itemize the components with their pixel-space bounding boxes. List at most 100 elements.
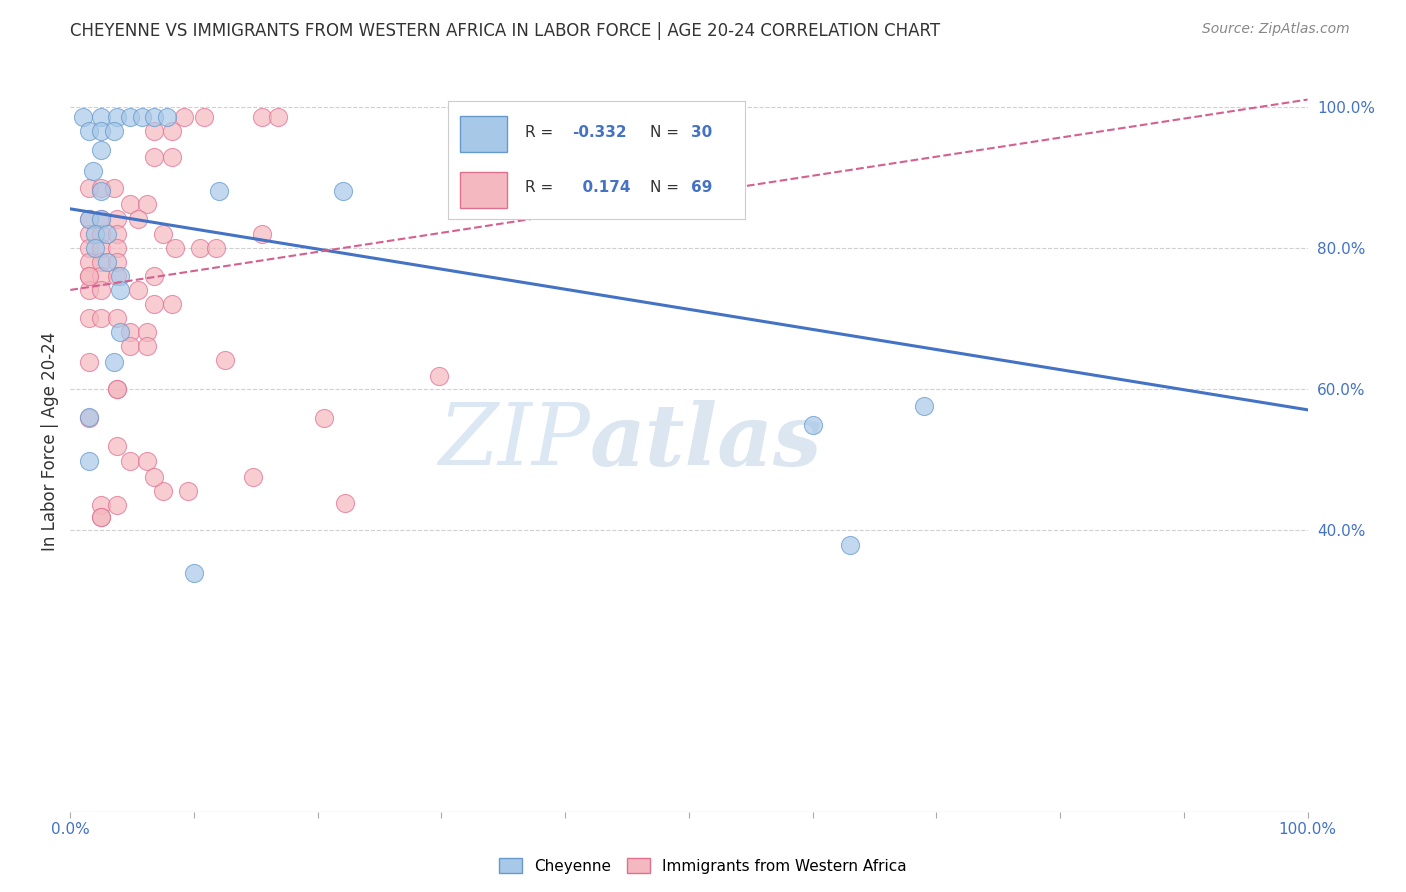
Point — [312, 411, 335, 425]
Point — [90, 311, 112, 326]
Point — [77, 409, 100, 424]
Point — [156, 110, 179, 124]
Point — [103, 355, 125, 369]
Point — [118, 110, 141, 124]
Point — [136, 197, 159, 211]
Point — [105, 311, 128, 326]
Point — [77, 268, 100, 283]
Point — [90, 510, 112, 524]
Point — [118, 197, 141, 211]
Point — [77, 180, 100, 194]
Point — [267, 110, 290, 124]
Point — [127, 212, 149, 227]
Point — [105, 440, 128, 454]
Point — [77, 241, 100, 255]
Point — [208, 184, 231, 198]
Point — [242, 470, 264, 484]
Point — [152, 227, 174, 241]
Point — [77, 283, 100, 297]
Point — [160, 297, 183, 311]
Text: ZIP: ZIP — [439, 401, 591, 483]
Point — [127, 283, 149, 297]
Point — [801, 418, 824, 433]
Point — [105, 382, 128, 396]
Point — [250, 227, 273, 241]
Point — [118, 339, 141, 353]
Point — [90, 144, 112, 158]
Point — [143, 268, 166, 283]
Point — [108, 325, 131, 339]
Point — [105, 254, 128, 268]
Point — [165, 241, 187, 255]
Point — [427, 368, 450, 383]
Point — [136, 325, 159, 339]
Point — [77, 311, 100, 326]
Point — [160, 124, 183, 138]
Point — [193, 110, 215, 124]
Y-axis label: In Labor Force | Age 20-24: In Labor Force | Age 20-24 — [41, 332, 59, 551]
Point — [90, 254, 112, 268]
Text: CHEYENNE VS IMMIGRANTS FROM WESTERN AFRICA IN LABOR FORCE | AGE 20-24 CORRELATIO: CHEYENNE VS IMMIGRANTS FROM WESTERN AFRI… — [70, 22, 941, 40]
Point — [90, 180, 112, 194]
Point — [90, 268, 112, 283]
Point — [105, 241, 128, 255]
Point — [250, 110, 273, 124]
Point — [143, 297, 166, 311]
Point — [90, 184, 112, 198]
Point — [118, 325, 141, 339]
Point — [188, 241, 211, 255]
Point — [90, 498, 112, 512]
Point — [160, 150, 183, 164]
Point — [77, 268, 100, 283]
Point — [118, 453, 141, 467]
Point — [72, 110, 94, 124]
Point — [90, 510, 112, 524]
Point — [77, 124, 100, 138]
Point — [131, 110, 153, 124]
Point — [90, 212, 112, 227]
Point — [143, 470, 166, 484]
Point — [77, 411, 100, 425]
Point — [84, 241, 107, 255]
Point — [136, 453, 159, 467]
Point — [152, 483, 174, 498]
Point — [84, 227, 107, 241]
Point — [838, 538, 860, 552]
Point — [333, 496, 356, 510]
Point — [105, 268, 128, 283]
Point — [143, 124, 166, 138]
Point — [77, 212, 100, 227]
Point — [105, 382, 128, 396]
Text: Source: ZipAtlas.com: Source: ZipAtlas.com — [1202, 22, 1350, 37]
Point — [177, 483, 200, 498]
Point — [90, 212, 112, 227]
Point — [82, 164, 104, 178]
Point — [90, 227, 112, 241]
Point — [332, 184, 354, 198]
Point — [90, 124, 112, 138]
Point — [105, 227, 128, 241]
Point — [77, 453, 100, 467]
Point — [77, 254, 100, 268]
Point — [105, 212, 128, 227]
Point — [90, 283, 112, 297]
Point — [77, 212, 100, 227]
Point — [90, 110, 112, 124]
Point — [912, 399, 935, 413]
Point — [143, 150, 166, 164]
Point — [205, 241, 228, 255]
Point — [143, 110, 166, 124]
Text: atlas: atlas — [591, 400, 823, 483]
Point — [96, 254, 118, 268]
Point — [103, 180, 125, 194]
Point — [96, 227, 118, 241]
Point — [108, 283, 131, 297]
Point — [173, 110, 195, 124]
Point — [136, 339, 159, 353]
Point — [108, 268, 131, 283]
Legend: Cheyenne, Immigrants from Western Africa: Cheyenne, Immigrants from Western Africa — [494, 852, 912, 880]
Point — [105, 110, 128, 124]
Point — [103, 124, 125, 138]
Point — [77, 355, 100, 369]
Point — [77, 227, 100, 241]
